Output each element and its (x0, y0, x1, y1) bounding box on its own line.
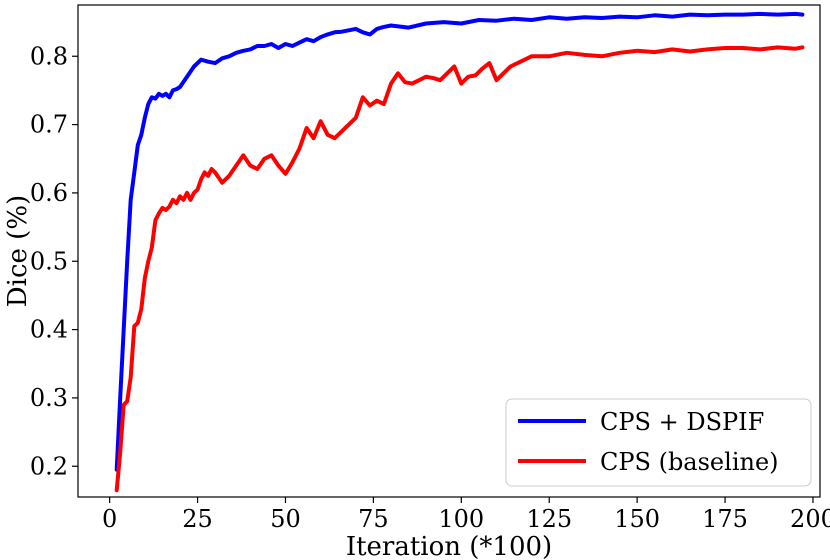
x-tick-label: 175 (702, 505, 748, 533)
x-tick-label: 0 (102, 505, 117, 533)
x-axis-ticks: 0 25 50 75 100 125 150 175 200 (102, 497, 830, 533)
x-tick-label: 75 (358, 505, 389, 533)
y-tick-label: 0.4 (30, 316, 68, 344)
x-tick-label: 100 (438, 505, 484, 533)
legend-label-cps-baseline: CPS (baseline) (600, 448, 779, 476)
y-tick-label: 0.8 (30, 42, 68, 70)
y-axis-ticks: 0.2 0.3 0.4 0.5 0.6 0.7 0.8 (30, 42, 78, 480)
y-tick-label: 0.5 (30, 247, 68, 275)
x-tick-label: 200 (790, 505, 830, 533)
y-tick-label: 0.6 (30, 179, 68, 207)
legend: CPS + DSPIF CPS (baseline) (505, 398, 812, 487)
legend-label-cps-dspif: CPS + DSPIF (600, 408, 764, 436)
x-tick-label: 50 (270, 505, 301, 533)
y-tick-label: 0.7 (30, 111, 68, 139)
y-axis-label: Dice (%) (3, 195, 33, 307)
series-line-1 (114, 45, 805, 493)
x-tick-label: 150 (614, 505, 660, 533)
x-axis-label: Iteration (*100) (346, 532, 552, 560)
y-tick-label: 0.2 (30, 452, 68, 480)
series-line-0 (114, 11, 805, 472)
y-tick-label: 0.3 (30, 384, 68, 412)
x-tick-label: 25 (182, 505, 213, 533)
x-tick-label: 125 (526, 505, 572, 533)
series-layer (114, 11, 805, 493)
